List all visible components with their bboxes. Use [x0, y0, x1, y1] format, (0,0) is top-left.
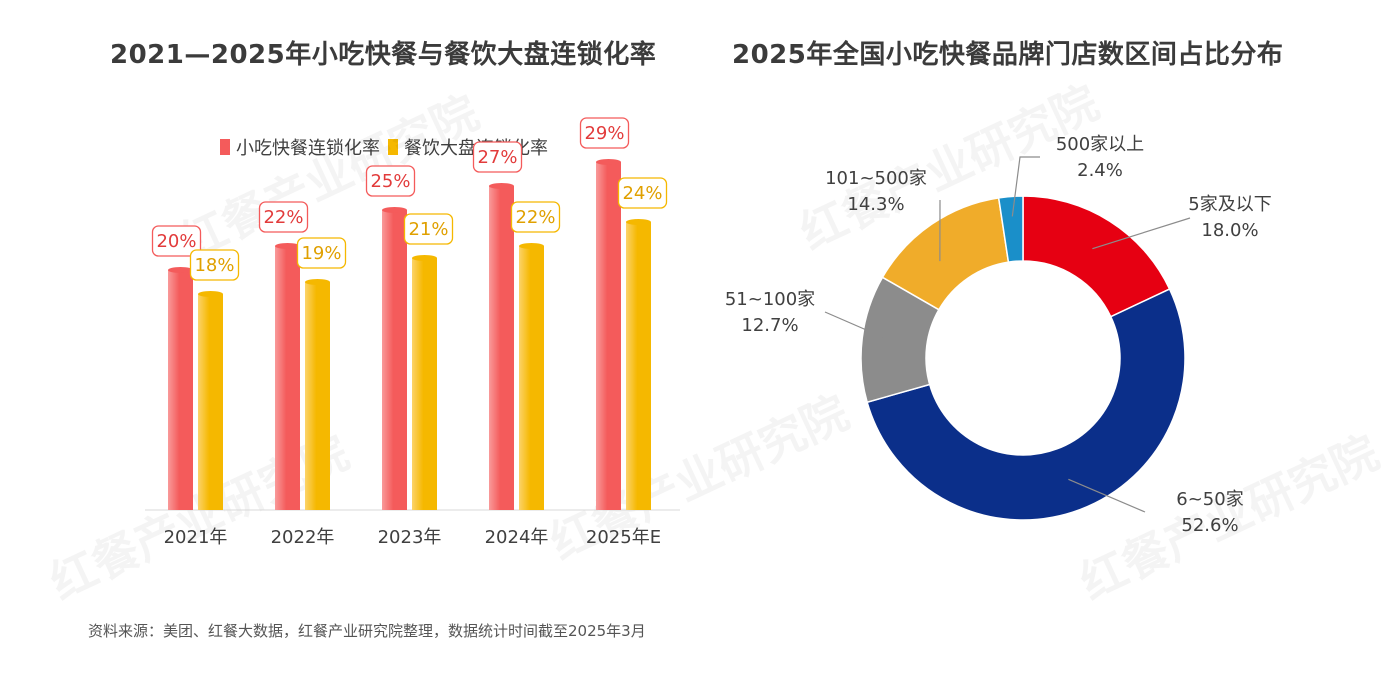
source-note: 资料来源：美团、红餐大数据，红餐产业研究院整理，数据统计时间截至2025年3月	[88, 622, 646, 640]
bar-snack-0	[168, 270, 193, 510]
bar-overall-1	[305, 282, 330, 510]
slice-label-0: 5家及以下	[1188, 194, 1271, 215]
bar-snack-3	[489, 186, 514, 510]
data-label-0-4: 29%	[584, 123, 624, 144]
bar-cap-0-2	[382, 207, 407, 213]
bar-overall-2	[412, 258, 437, 510]
donut-slice-4	[997, 195, 1024, 263]
x-tick-label-3: 2024年	[485, 527, 549, 548]
slice-value-0: 18.0%	[1201, 220, 1258, 241]
data-label-0-0: 20%	[156, 231, 196, 252]
data-label-box-0-1	[258, 201, 309, 233]
data-label-1-1: 19%	[301, 243, 341, 264]
x-tick-label-1: 2022年	[271, 527, 335, 548]
bar-snack-2	[382, 210, 407, 510]
slice-value-2: 12.7%	[741, 315, 798, 336]
data-label-0-1: 22%	[263, 207, 303, 228]
bar-cap-1-0	[198, 291, 223, 297]
data-label-box-0-4	[579, 117, 630, 149]
bar-cap-1-1	[305, 279, 330, 285]
data-label-0-2: 25%	[370, 171, 410, 192]
slice-label-2: 51~100家	[725, 289, 815, 310]
bar-cap-1-4	[626, 219, 651, 225]
data-label-box-0-2	[365, 165, 416, 197]
x-tick-label-0: 2021年	[164, 527, 228, 548]
bar-cap-0-1	[275, 243, 300, 249]
leader-line-4	[1011, 156, 1040, 217]
leader-line-0	[1092, 217, 1191, 250]
bar-chart-title: 2021—2025年小吃快餐与餐饮大盘连锁化率	[110, 40, 657, 70]
data-label-box-1-0	[189, 249, 240, 281]
donut-chart-title: 2025年全国小吃快餐品牌门店数区间占比分布	[732, 40, 1284, 70]
bar-snack-4	[596, 162, 621, 510]
data-label-box-1-4	[617, 177, 668, 209]
bar-cap-1-2	[412, 255, 437, 261]
data-label-box-1-1	[296, 237, 347, 269]
slice-value-1: 52.6%	[1181, 515, 1238, 536]
data-label-box-1-2	[403, 213, 454, 245]
bar-overall-3	[519, 246, 544, 510]
slice-label-4: 500家以上	[1056, 134, 1144, 155]
bar-cap-1-3	[519, 243, 544, 249]
bar-cap-0-4	[596, 159, 621, 165]
slice-label-3: 101~500家	[825, 168, 927, 189]
legend-swatch-series1	[220, 139, 230, 155]
bar-cap-0-0	[168, 267, 193, 273]
x-tick-label-2: 2023年	[378, 527, 442, 548]
bar-overall-0	[198, 294, 223, 510]
slice-value-3: 14.3%	[847, 194, 904, 215]
donut-slice-1	[866, 288, 1186, 521]
data-label-1-3: 22%	[515, 207, 555, 228]
legend-item-series1: 小吃快餐连锁化率	[220, 134, 380, 160]
data-label-1-4: 24%	[622, 183, 662, 204]
data-label-box-0-3	[472, 141, 523, 173]
data-label-0-3: 27%	[477, 147, 517, 168]
bar-overall-4	[626, 222, 651, 510]
leader-line-1	[1068, 478, 1146, 513]
data-label-1-0: 18%	[194, 255, 234, 276]
x-tick-label-4: 2025年E	[586, 527, 661, 548]
bar-cap-0-3	[489, 183, 514, 189]
data-label-1-2: 21%	[408, 219, 448, 240]
leader-line-2	[824, 311, 895, 343]
bar-snack-1	[275, 246, 300, 510]
slice-value-4: 2.4%	[1077, 160, 1123, 181]
slice-label-1: 6~50家	[1176, 489, 1243, 510]
legend-label-series1: 小吃快餐连锁化率	[236, 138, 380, 159]
data-label-box-0-0	[151, 225, 202, 257]
legend-swatch-series2	[388, 139, 398, 155]
data-label-box-1-3	[510, 201, 561, 233]
